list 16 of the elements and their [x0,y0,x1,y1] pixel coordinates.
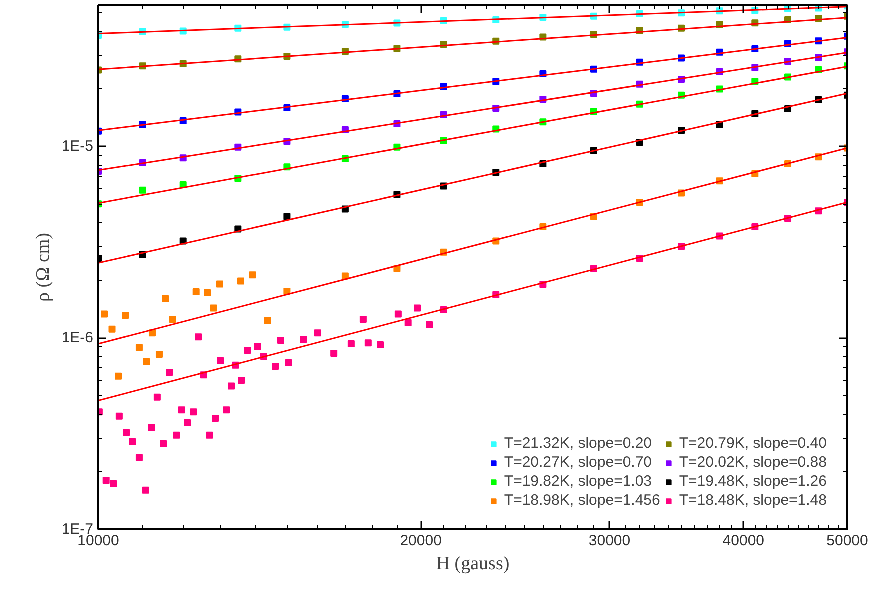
legend-label: T=20.27K, slope=0.70 [504,454,652,471]
y-tick-label: 1E-5 [62,138,94,156]
y-tick-label: 1E-6 [62,330,94,347]
x-axis-title: H (gauss) [436,554,510,574]
legend-label: T=20.02K, slope=0.88 [679,454,827,471]
x-tick-label: 30000 [588,532,631,550]
x-tick-label: 20000 [400,532,442,550]
legend-label: T=18.48K, slope=1.48 [679,492,827,509]
y-axis-title: ρ (Ω cm) [32,233,54,302]
legend-label: T=19.82K, slope=1.03 [504,473,652,490]
legend-label: T=21.32K, slope=0.20 [504,435,652,452]
x-tick-label: 50000 [826,532,868,550]
legend-label: T=19.48K, slope=1.26 [679,473,827,490]
legend-label: T=18.98K, slope=1.456 [504,492,660,509]
legend-label: T=20.79K, slope=0.40 [679,435,827,452]
x-tick-label: 40000 [722,532,765,550]
